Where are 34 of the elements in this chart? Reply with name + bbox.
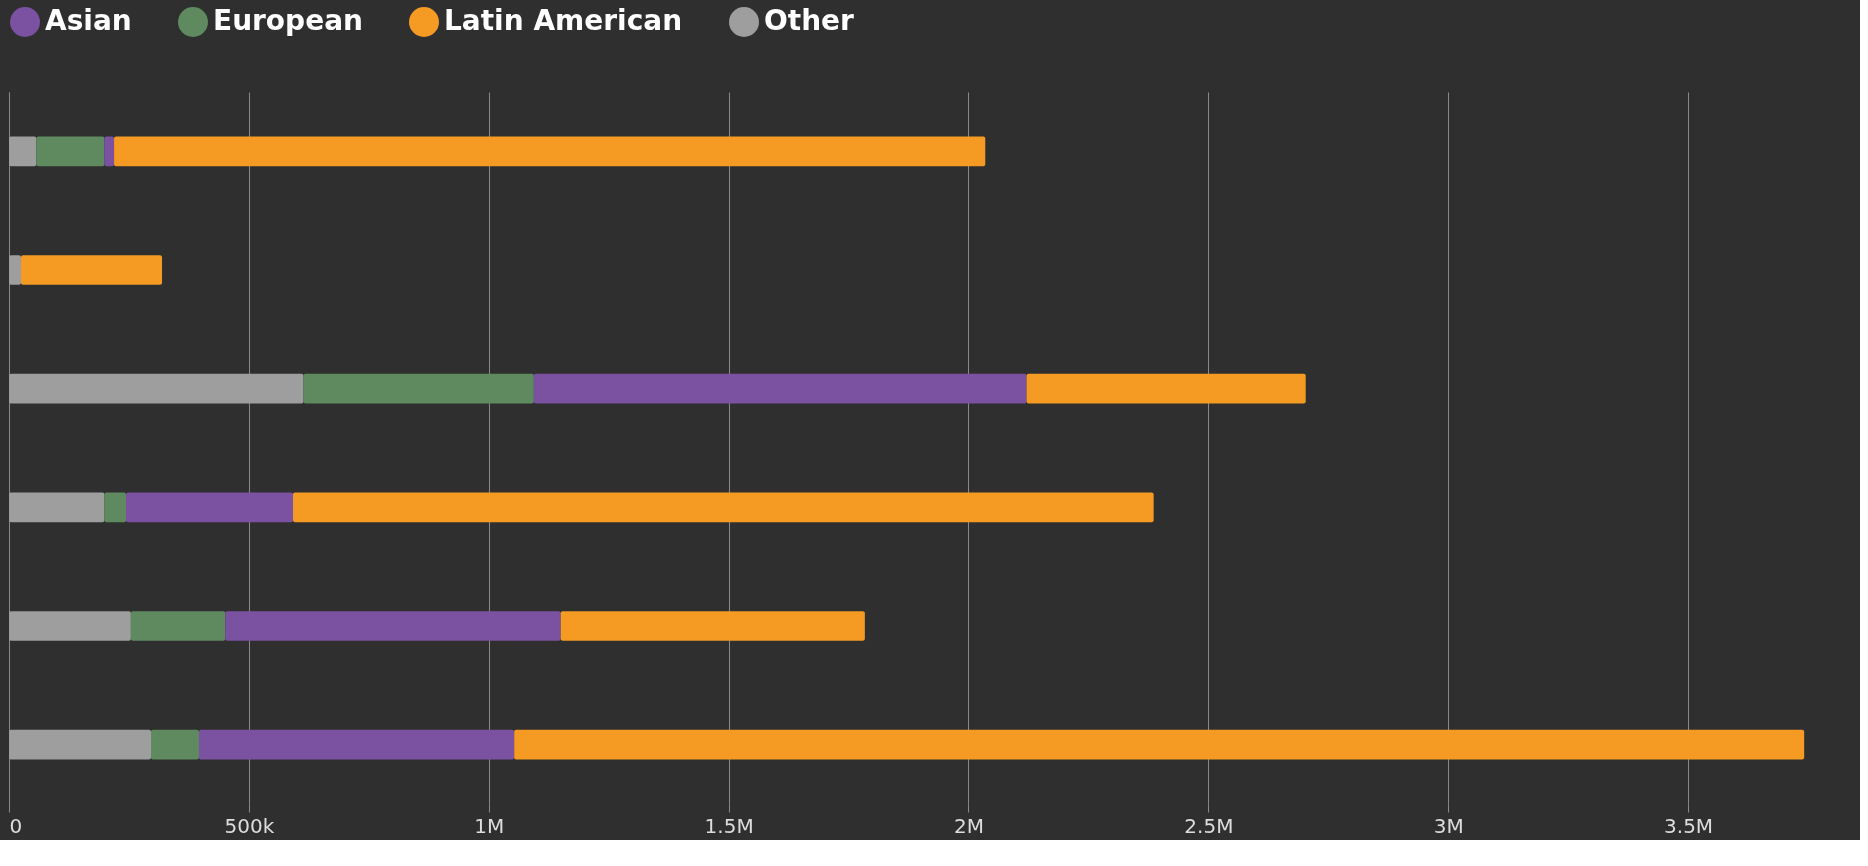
x-tick-label: 1M — [474, 813, 505, 838]
bar — [104, 136, 115, 167]
bar — [104, 492, 127, 523]
bar — [198, 729, 515, 760]
bar — [9, 492, 105, 523]
x-tick-label: 3.5M — [1664, 813, 1714, 838]
bar — [9, 136, 37, 167]
bar — [9, 611, 131, 641]
bar — [130, 611, 226, 641]
bar — [293, 492, 1154, 523]
x-tick-label: 2.5M — [1184, 813, 1234, 838]
bar — [303, 373, 534, 404]
bar — [9, 729, 151, 760]
x-tick-label: 3M — [1433, 813, 1464, 838]
legend-label: Asian — [45, 4, 132, 37]
x-tick-label: 1.5M — [704, 813, 754, 838]
bar — [20, 255, 163, 285]
legend-label: Latin American — [444, 4, 683, 37]
bar — [533, 373, 1027, 404]
bar — [126, 492, 294, 523]
legend-label: Other — [764, 4, 855, 37]
x-tick-label: 2M — [953, 813, 984, 838]
bar — [151, 729, 199, 760]
bar — [9, 255, 21, 285]
bar — [9, 373, 304, 404]
bar — [114, 136, 986, 167]
bar — [514, 729, 1805, 760]
x-tick-label: 500k — [224, 813, 275, 838]
x-tick-label: 0 — [9, 813, 23, 838]
bar — [225, 611, 561, 641]
bar — [560, 611, 865, 641]
legend-label: European — [213, 4, 363, 37]
bar — [1026, 373, 1306, 404]
bar — [36, 136, 105, 167]
